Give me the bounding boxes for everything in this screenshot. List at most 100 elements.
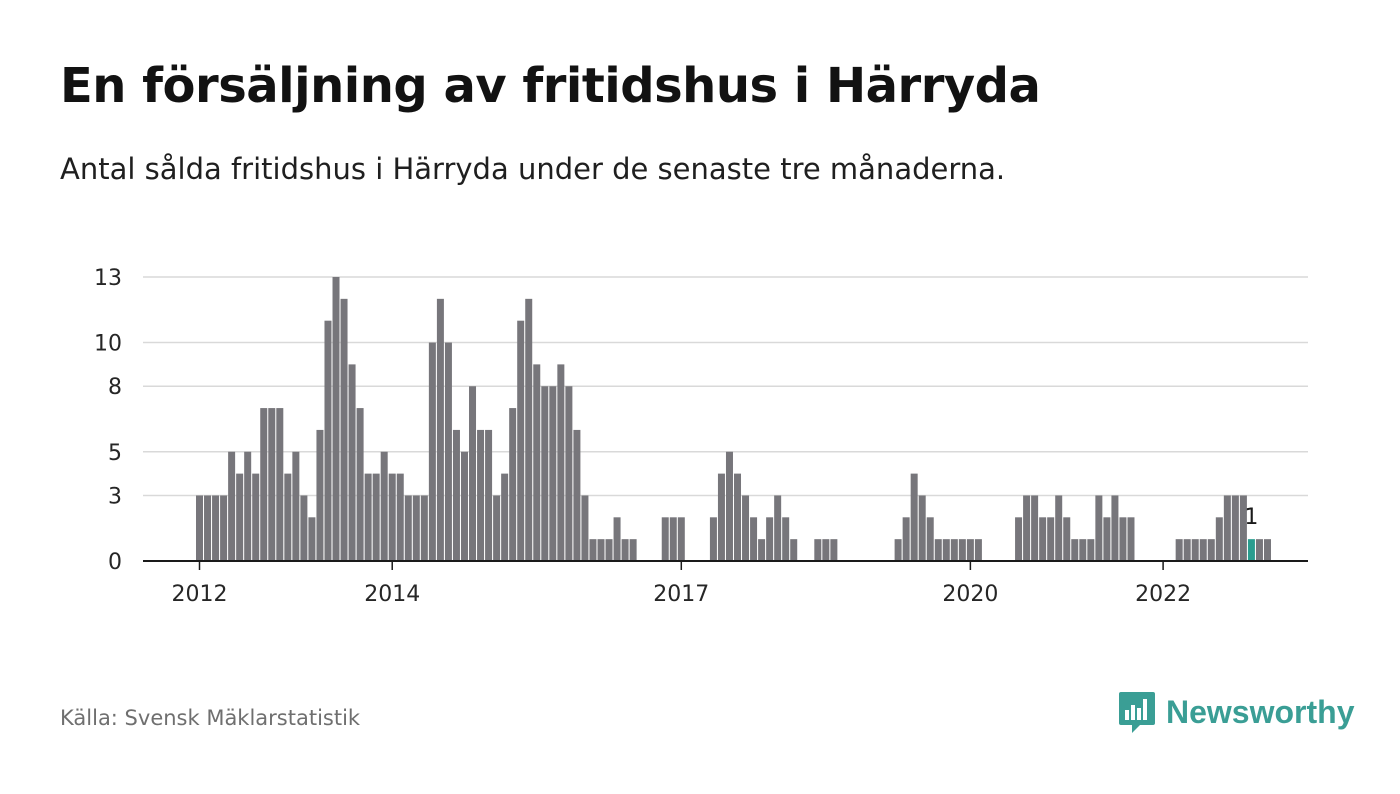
bar xyxy=(1127,517,1135,561)
bar xyxy=(236,473,244,561)
bar xyxy=(541,386,549,561)
bar xyxy=(1071,539,1079,561)
bar xyxy=(766,517,774,561)
bar xyxy=(926,517,934,561)
x-tick-label: 2020 xyxy=(942,582,998,607)
y-tick-label: 13 xyxy=(94,266,122,291)
bar xyxy=(452,429,460,561)
bar xyxy=(525,298,533,561)
bar xyxy=(1119,517,1127,561)
bar xyxy=(934,539,942,561)
bar xyxy=(501,473,509,561)
bar xyxy=(372,473,380,561)
y-tick-label: 3 xyxy=(108,484,122,509)
bar xyxy=(404,495,412,561)
bar xyxy=(605,539,613,561)
bar xyxy=(1031,495,1039,561)
bar xyxy=(1015,517,1023,561)
bar xyxy=(725,451,733,561)
bar xyxy=(292,451,300,561)
bar xyxy=(830,539,838,561)
bar xyxy=(782,517,790,561)
bar xyxy=(597,539,605,561)
bar xyxy=(1095,495,1103,561)
bar xyxy=(573,429,581,561)
bar xyxy=(822,539,830,561)
bar xyxy=(910,473,918,561)
bar xyxy=(477,429,485,561)
bar xyxy=(758,539,766,561)
bar xyxy=(1223,495,1231,561)
bar xyxy=(332,277,340,561)
bar xyxy=(356,408,364,561)
bar xyxy=(204,495,212,561)
bar xyxy=(774,495,782,561)
bar xyxy=(436,298,444,561)
y-tick-label: 5 xyxy=(108,441,122,466)
bar xyxy=(412,495,420,561)
bar xyxy=(212,495,220,561)
newsworthy-logo-icon xyxy=(1119,692,1155,733)
bar xyxy=(1207,539,1215,561)
data-label: 1 xyxy=(1244,505,1258,530)
bar xyxy=(1111,495,1119,561)
bar xyxy=(364,473,372,561)
bar xyxy=(1039,517,1047,561)
bar xyxy=(1023,495,1031,561)
bar xyxy=(509,408,517,561)
bar xyxy=(428,342,436,561)
bar xyxy=(284,473,292,561)
bar xyxy=(629,539,637,561)
bar xyxy=(790,539,798,561)
bar xyxy=(1215,517,1223,561)
bar xyxy=(276,408,284,561)
bar xyxy=(244,451,252,561)
bar xyxy=(1255,539,1263,561)
bar xyxy=(388,473,396,561)
source-note: Källa: Svensk Mäklarstatistik xyxy=(60,706,361,730)
bar xyxy=(565,386,573,561)
bar xyxy=(460,451,468,561)
bar xyxy=(918,495,926,561)
bar xyxy=(444,342,452,561)
bar xyxy=(814,539,822,561)
bar xyxy=(1199,539,1207,561)
bar xyxy=(1239,495,1247,561)
bar xyxy=(958,539,966,561)
bar xyxy=(252,473,260,561)
bar xyxy=(966,539,974,561)
bar xyxy=(1183,539,1191,561)
bar xyxy=(717,473,725,561)
bar xyxy=(1047,517,1055,561)
bar xyxy=(1063,517,1071,561)
bar xyxy=(1103,517,1111,561)
brand[interactable]: Newsworthy xyxy=(1118,690,1354,734)
bar xyxy=(589,539,597,561)
bar xyxy=(677,517,685,561)
bar xyxy=(380,451,388,561)
bar xyxy=(348,364,356,561)
x-tick-label: 2017 xyxy=(653,582,709,607)
highlighted-bar xyxy=(1247,539,1255,561)
bar xyxy=(228,451,236,561)
bar xyxy=(1191,539,1199,561)
chart-title: En försäljning av fritidshus i Härryda xyxy=(60,58,1041,114)
y-tick-label: 0 xyxy=(108,550,122,575)
bar xyxy=(1055,495,1063,561)
bar xyxy=(750,517,758,561)
bar xyxy=(974,539,982,561)
bar xyxy=(942,539,950,561)
bar xyxy=(613,517,621,561)
bar xyxy=(533,364,541,561)
bar xyxy=(661,517,669,561)
bar xyxy=(300,495,308,561)
bar xyxy=(894,539,902,561)
x-tick-label: 2012 xyxy=(172,582,228,607)
bar xyxy=(709,517,717,561)
bar xyxy=(1231,495,1239,561)
bar xyxy=(1263,539,1271,561)
chart-subtitle: Antal sålda fritidshus i Härryda under d… xyxy=(60,152,1006,186)
bar xyxy=(220,495,228,561)
bar xyxy=(669,517,677,561)
bar xyxy=(268,408,276,561)
